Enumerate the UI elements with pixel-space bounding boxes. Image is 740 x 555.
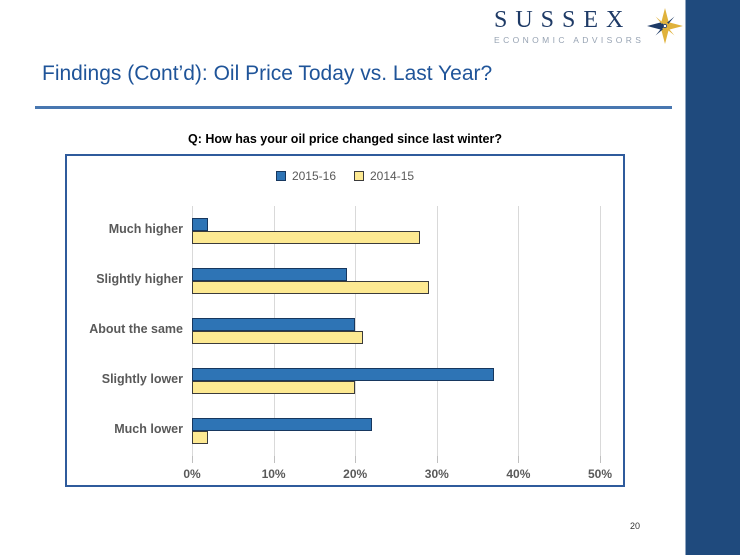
bar-2014-15 [192,381,356,394]
bar-2014-15 [192,431,209,444]
legend-swatch-2015-16 [275,171,286,181]
category-label: Slightly higher [96,272,183,286]
axis-tick [518,456,520,463]
axis-tick-label: 30% [424,467,449,481]
axis-tick [355,456,357,463]
axis-tick-label: 10% [261,467,286,481]
compass-star-icon [646,7,684,50]
axis-tick [436,456,438,463]
bar-2014-15 [192,231,421,244]
legend-label: 2014-15 [370,169,415,183]
category-label: Much lower [114,422,183,436]
category-label: About the same [89,322,183,336]
chart-legend: 2015-16 2014-15 [67,169,623,183]
legend-item-2014-15: 2014-15 [354,169,414,183]
bar-2014-15 [192,281,429,294]
axis-tick-label: 50% [587,467,613,481]
gridline [600,206,601,456]
bar-2015-16 [192,368,494,381]
bar-2015-16 [192,218,209,231]
logo-name: SUSSEX [494,7,632,33]
page-title: Findings (Cont’d): Oil Price Today vs. L… [42,62,493,85]
axis-tick [273,456,275,463]
title-divider [35,106,672,109]
axis-tick-label: 0% [183,467,201,481]
legend-swatch-2014-15 [354,171,364,181]
category-label: Slightly lower [101,372,183,386]
legend-item-2015-16: 2015-16 [275,169,336,183]
bar-2014-15 [192,331,364,344]
chart-title: Q: How has your oil price changed since … [188,132,502,146]
plot-area: 0% 10% 20% 30% 40% 50% Much higher Slightly hig… [67,156,623,485]
bar-2015-16 [192,268,348,281]
axis-tick [192,456,193,463]
gridline [436,206,438,456]
axis-tick [600,456,601,463]
axis-tick-label: 40% [506,467,531,481]
category-label: Much higher [108,222,183,236]
sussex-logo: SUSSEX ECONOMIC ADVISORS [494,7,684,50]
axis-tick-label: 20% [343,467,368,481]
right-sidebar-band [685,0,740,555]
logo-text: SUSSEX ECONOMIC ADVISORS [494,7,644,45]
chart-box: 2015-16 2014-15 0% 10% 20% 30% 40% 50% Much hi… [65,154,625,487]
gridline [518,206,520,456]
bar-2015-16 [192,418,372,431]
bar-2015-16 [192,318,356,331]
logo-subtitle: ECONOMIC ADVISORS [494,35,645,45]
legend-label: 2015-16 [291,169,336,183]
page-number: 20 [629,521,640,531]
